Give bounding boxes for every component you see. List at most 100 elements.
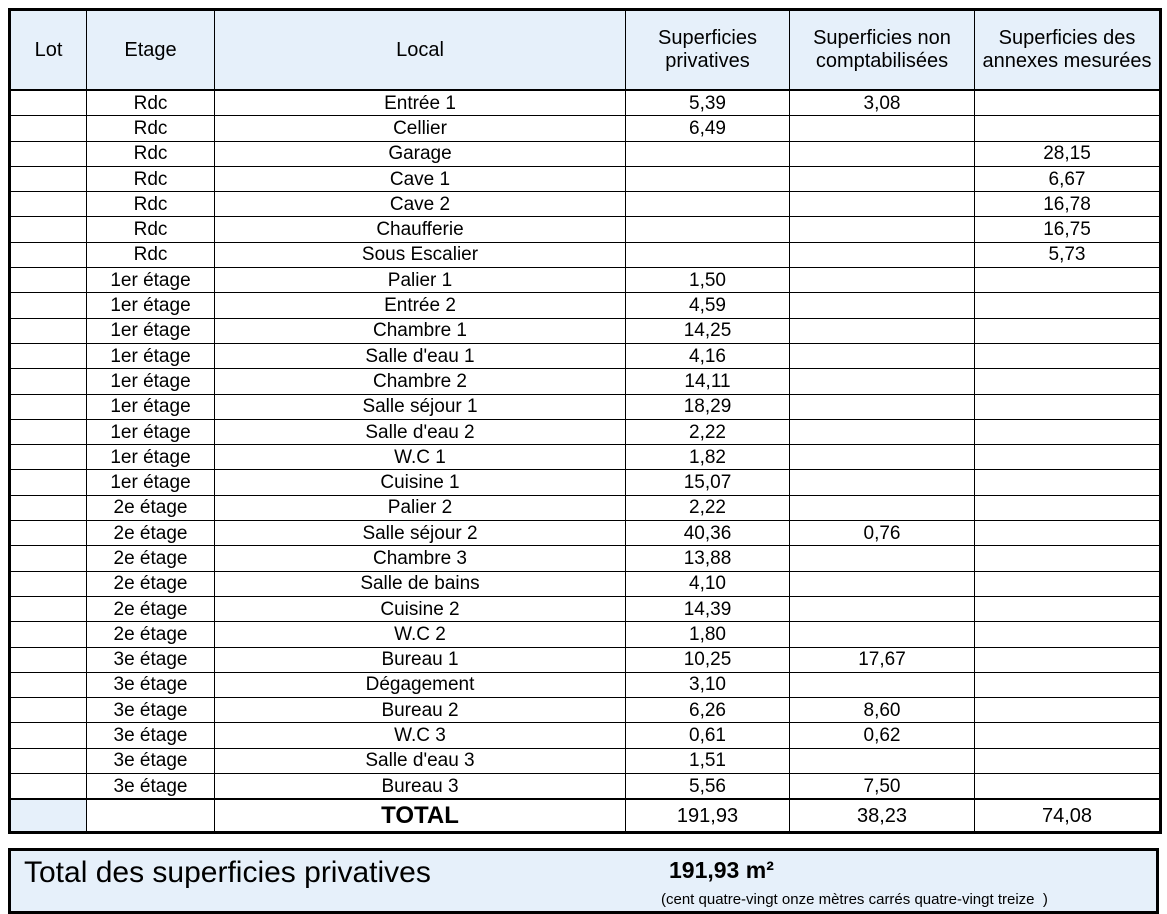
row-etage-cell: Rdc	[86, 115, 215, 142]
row-annexes-cell	[974, 368, 1161, 395]
total-row: TOTAL 191,93 38,23 74,08	[9, 798, 1161, 834]
row-privatives-cell: 14,11	[625, 368, 790, 395]
row-non-comptabilisees-cell	[789, 216, 975, 243]
row-lot-cell	[9, 570, 87, 597]
row-local-cell: Cellier	[214, 115, 626, 142]
row-privatives-cell	[625, 140, 790, 167]
row-lot-cell	[9, 115, 87, 142]
row-non-comptabilisees-cell	[789, 444, 975, 471]
row-privatives-cell: 10,25	[625, 646, 790, 673]
row-etage-cell: 1er étage	[86, 292, 215, 319]
row-lot-cell	[9, 697, 87, 724]
row-annexes-cell	[974, 418, 1161, 446]
table-row: Rdc Entrée 1 5,39 3,08	[9, 89, 1161, 117]
row-lot-cell	[9, 342, 87, 370]
row-etage-cell: Rdc	[86, 216, 215, 243]
row-lot-cell	[9, 267, 87, 294]
row-local-cell: Dégagement	[214, 671, 626, 699]
row-annexes-cell	[974, 671, 1161, 699]
row-annexes-cell	[974, 292, 1161, 319]
row-local-cell: W.C 2	[214, 621, 626, 648]
row-etage-cell: Rdc	[86, 241, 215, 269]
row-local-cell: W.C 1	[214, 444, 626, 471]
header-privatives-label: Superficies privatives	[658, 27, 757, 72]
row-privatives-cell: 18,29	[625, 393, 790, 420]
row-privatives-cell: 0,61	[625, 722, 790, 749]
row-non-comptabilisees-cell: 17,67	[789, 646, 975, 673]
table-row: 1er étage Salle séjour 1 18,29	[9, 393, 1161, 420]
row-privatives-cell	[625, 241, 790, 269]
row-non-comptabilisees-cell	[789, 469, 975, 496]
row-privatives-cell: 13,88	[625, 545, 790, 572]
row-non-comptabilisees-cell	[789, 368, 975, 395]
row-etage-cell: Rdc	[86, 165, 215, 193]
row-annexes-cell	[974, 747, 1161, 775]
row-privatives-cell: 1,80	[625, 621, 790, 648]
row-privatives-cell: 6,49	[625, 115, 790, 142]
row-lot-cell	[9, 191, 87, 218]
row-non-comptabilisees-cell: 0,76	[789, 520, 975, 547]
table-row: Rdc Sous Escalier 5,73	[9, 241, 1161, 269]
row-non-comptabilisees-cell	[789, 241, 975, 269]
table-row: 1er étage Salle d'eau 2 2,22	[9, 418, 1161, 446]
row-annexes-cell	[974, 595, 1161, 623]
table-row: 2e étage Palier 2 2,22	[9, 494, 1161, 522]
row-lot-cell	[9, 545, 87, 572]
row-annexes-cell: 28,15	[974, 140, 1161, 167]
row-lot-cell	[9, 773, 87, 800]
header-local: Local	[214, 9, 626, 91]
table-row: 3e étage Bureau 3 5,56 7,50	[9, 773, 1161, 800]
row-etage-cell: 3e étage	[86, 646, 215, 673]
row-non-comptabilisees-cell	[789, 418, 975, 446]
table-row: 1er étage Chambre 1 14,25	[9, 317, 1161, 344]
header-privatives: Superficies privatives	[625, 9, 790, 91]
row-annexes-cell	[974, 469, 1161, 496]
row-privatives-cell	[625, 165, 790, 193]
row-local-cell: Garage	[214, 140, 626, 167]
row-annexes-cell	[974, 570, 1161, 597]
row-annexes-cell	[974, 697, 1161, 724]
row-privatives-cell: 5,39	[625, 89, 790, 117]
row-annexes-cell	[974, 621, 1161, 648]
row-privatives-cell: 15,07	[625, 469, 790, 496]
row-non-comptabilisees-cell	[789, 267, 975, 294]
row-non-comptabilisees-cell	[789, 140, 975, 167]
row-privatives-cell: 1,50	[625, 267, 790, 294]
row-lot-cell	[9, 165, 87, 193]
row-non-comptabilisees-cell: 3,08	[789, 89, 975, 117]
row-lot-cell	[9, 216, 87, 243]
row-lot-cell	[9, 418, 87, 446]
row-privatives-cell: 4,10	[625, 570, 790, 597]
row-etage-cell: 2e étage	[86, 545, 215, 572]
row-lot-cell	[9, 621, 87, 648]
row-local-cell: Sous Escalier	[214, 241, 626, 269]
row-annexes-cell	[974, 342, 1161, 370]
total-lot-cell	[9, 798, 87, 834]
row-privatives-cell: 14,25	[625, 317, 790, 344]
table-row: 3e étage Dégagement 3,10	[9, 671, 1161, 699]
row-local-cell: Bureau 3	[214, 773, 626, 800]
total-label: TOTAL	[214, 798, 626, 834]
summary-in-words: (cent quatre-vingt onze mètres carrés qu…	[661, 891, 1048, 908]
row-annexes-cell	[974, 545, 1161, 572]
table-row: 3e étage Bureau 1 10,25 17,67	[9, 646, 1161, 673]
row-local-cell: Cuisine 1	[214, 469, 626, 496]
table-row: Rdc Cave 1 6,67	[9, 165, 1161, 193]
row-annexes-cell	[974, 444, 1161, 471]
row-annexes-cell	[974, 393, 1161, 420]
row-lot-cell	[9, 241, 87, 269]
row-lot-cell	[9, 444, 87, 471]
row-etage-cell: 3e étage	[86, 747, 215, 775]
row-annexes-cell	[974, 646, 1161, 673]
row-privatives-cell: 1,51	[625, 747, 790, 775]
row-local-cell: Chambre 1	[214, 317, 626, 344]
row-etage-cell: 2e étage	[86, 570, 215, 597]
row-non-comptabilisees-cell: 7,50	[789, 773, 975, 800]
header-row: Lot Etage Local Superficies privatives S…	[9, 9, 1161, 91]
summary-label: Total des superficies privatives	[24, 856, 431, 889]
row-local-cell: Chambre 3	[214, 545, 626, 572]
row-lot-cell	[9, 671, 87, 699]
row-etage-cell: 3e étage	[86, 722, 215, 749]
row-non-comptabilisees-cell	[789, 671, 975, 699]
row-etage-cell: 3e étage	[86, 773, 215, 800]
